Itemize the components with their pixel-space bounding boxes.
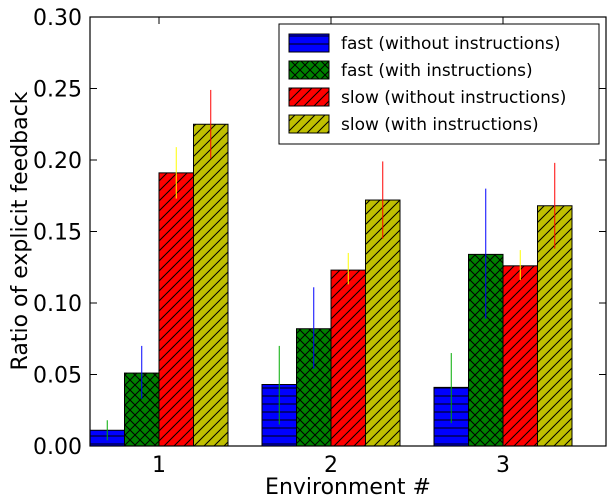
legend-label-3: slow (with instructions): [341, 115, 539, 135]
legend-swatch-hatch-0: [289, 34, 329, 52]
x-axis-label: Environment #: [265, 475, 431, 500]
x-axis: 1 2 3: [152, 17, 510, 478]
legend-swatch-hatch-2: [289, 88, 329, 106]
bars-group: [89, 123, 573, 447]
y-tick-label-0: 0.00: [33, 435, 82, 460]
x-tick-label-1: 2: [324, 453, 338, 478]
legend-label-1: fast (with instructions): [341, 61, 533, 81]
bar-hatch-3-1: [365, 200, 400, 446]
legend: fast (without instructions) fast (with in…: [278, 23, 600, 145]
y-axis-label: Ratio of explicit feedback: [8, 91, 33, 370]
legend-swatch-outline-0: [288, 33, 330, 53]
legend-label-2: slow (without instructions): [341, 88, 566, 108]
bar-hatch-2-0: [159, 172, 194, 446]
y-tick-label-2: 0.10: [33, 292, 82, 317]
y-tick-label-5: 0.25: [33, 78, 82, 103]
y-tick-label-3: 0.15: [33, 221, 82, 246]
error-bars-group: [106, 89, 556, 441]
y-tick-label-1: 0.05: [33, 364, 82, 389]
legend-swatch-outline-3: [288, 114, 330, 134]
y-tick-label-6: 0.30: [33, 6, 82, 31]
legend-swatch-outline-1: [288, 60, 330, 80]
x-tick-label-2: 3: [496, 453, 510, 478]
bar-hatch-3-0: [193, 124, 228, 446]
legend-frame: [278, 23, 600, 145]
x-tick-label-0: 1: [152, 453, 166, 478]
y-tick-label-4: 0.20: [33, 149, 82, 174]
y-axis: 0.00 0.05 0.10 0.15 0.20 0.25 0.30: [33, 6, 606, 460]
legend-swatch-hatch-1: [289, 61, 329, 79]
bar-hatch-2-2: [503, 265, 538, 446]
legend-swatch-outline-2: [288, 87, 330, 107]
legend-label-0: fast (without instructions): [341, 34, 560, 54]
bar-hatch-2-1: [331, 270, 366, 446]
legend-swatch-hatch-3: [289, 115, 329, 133]
